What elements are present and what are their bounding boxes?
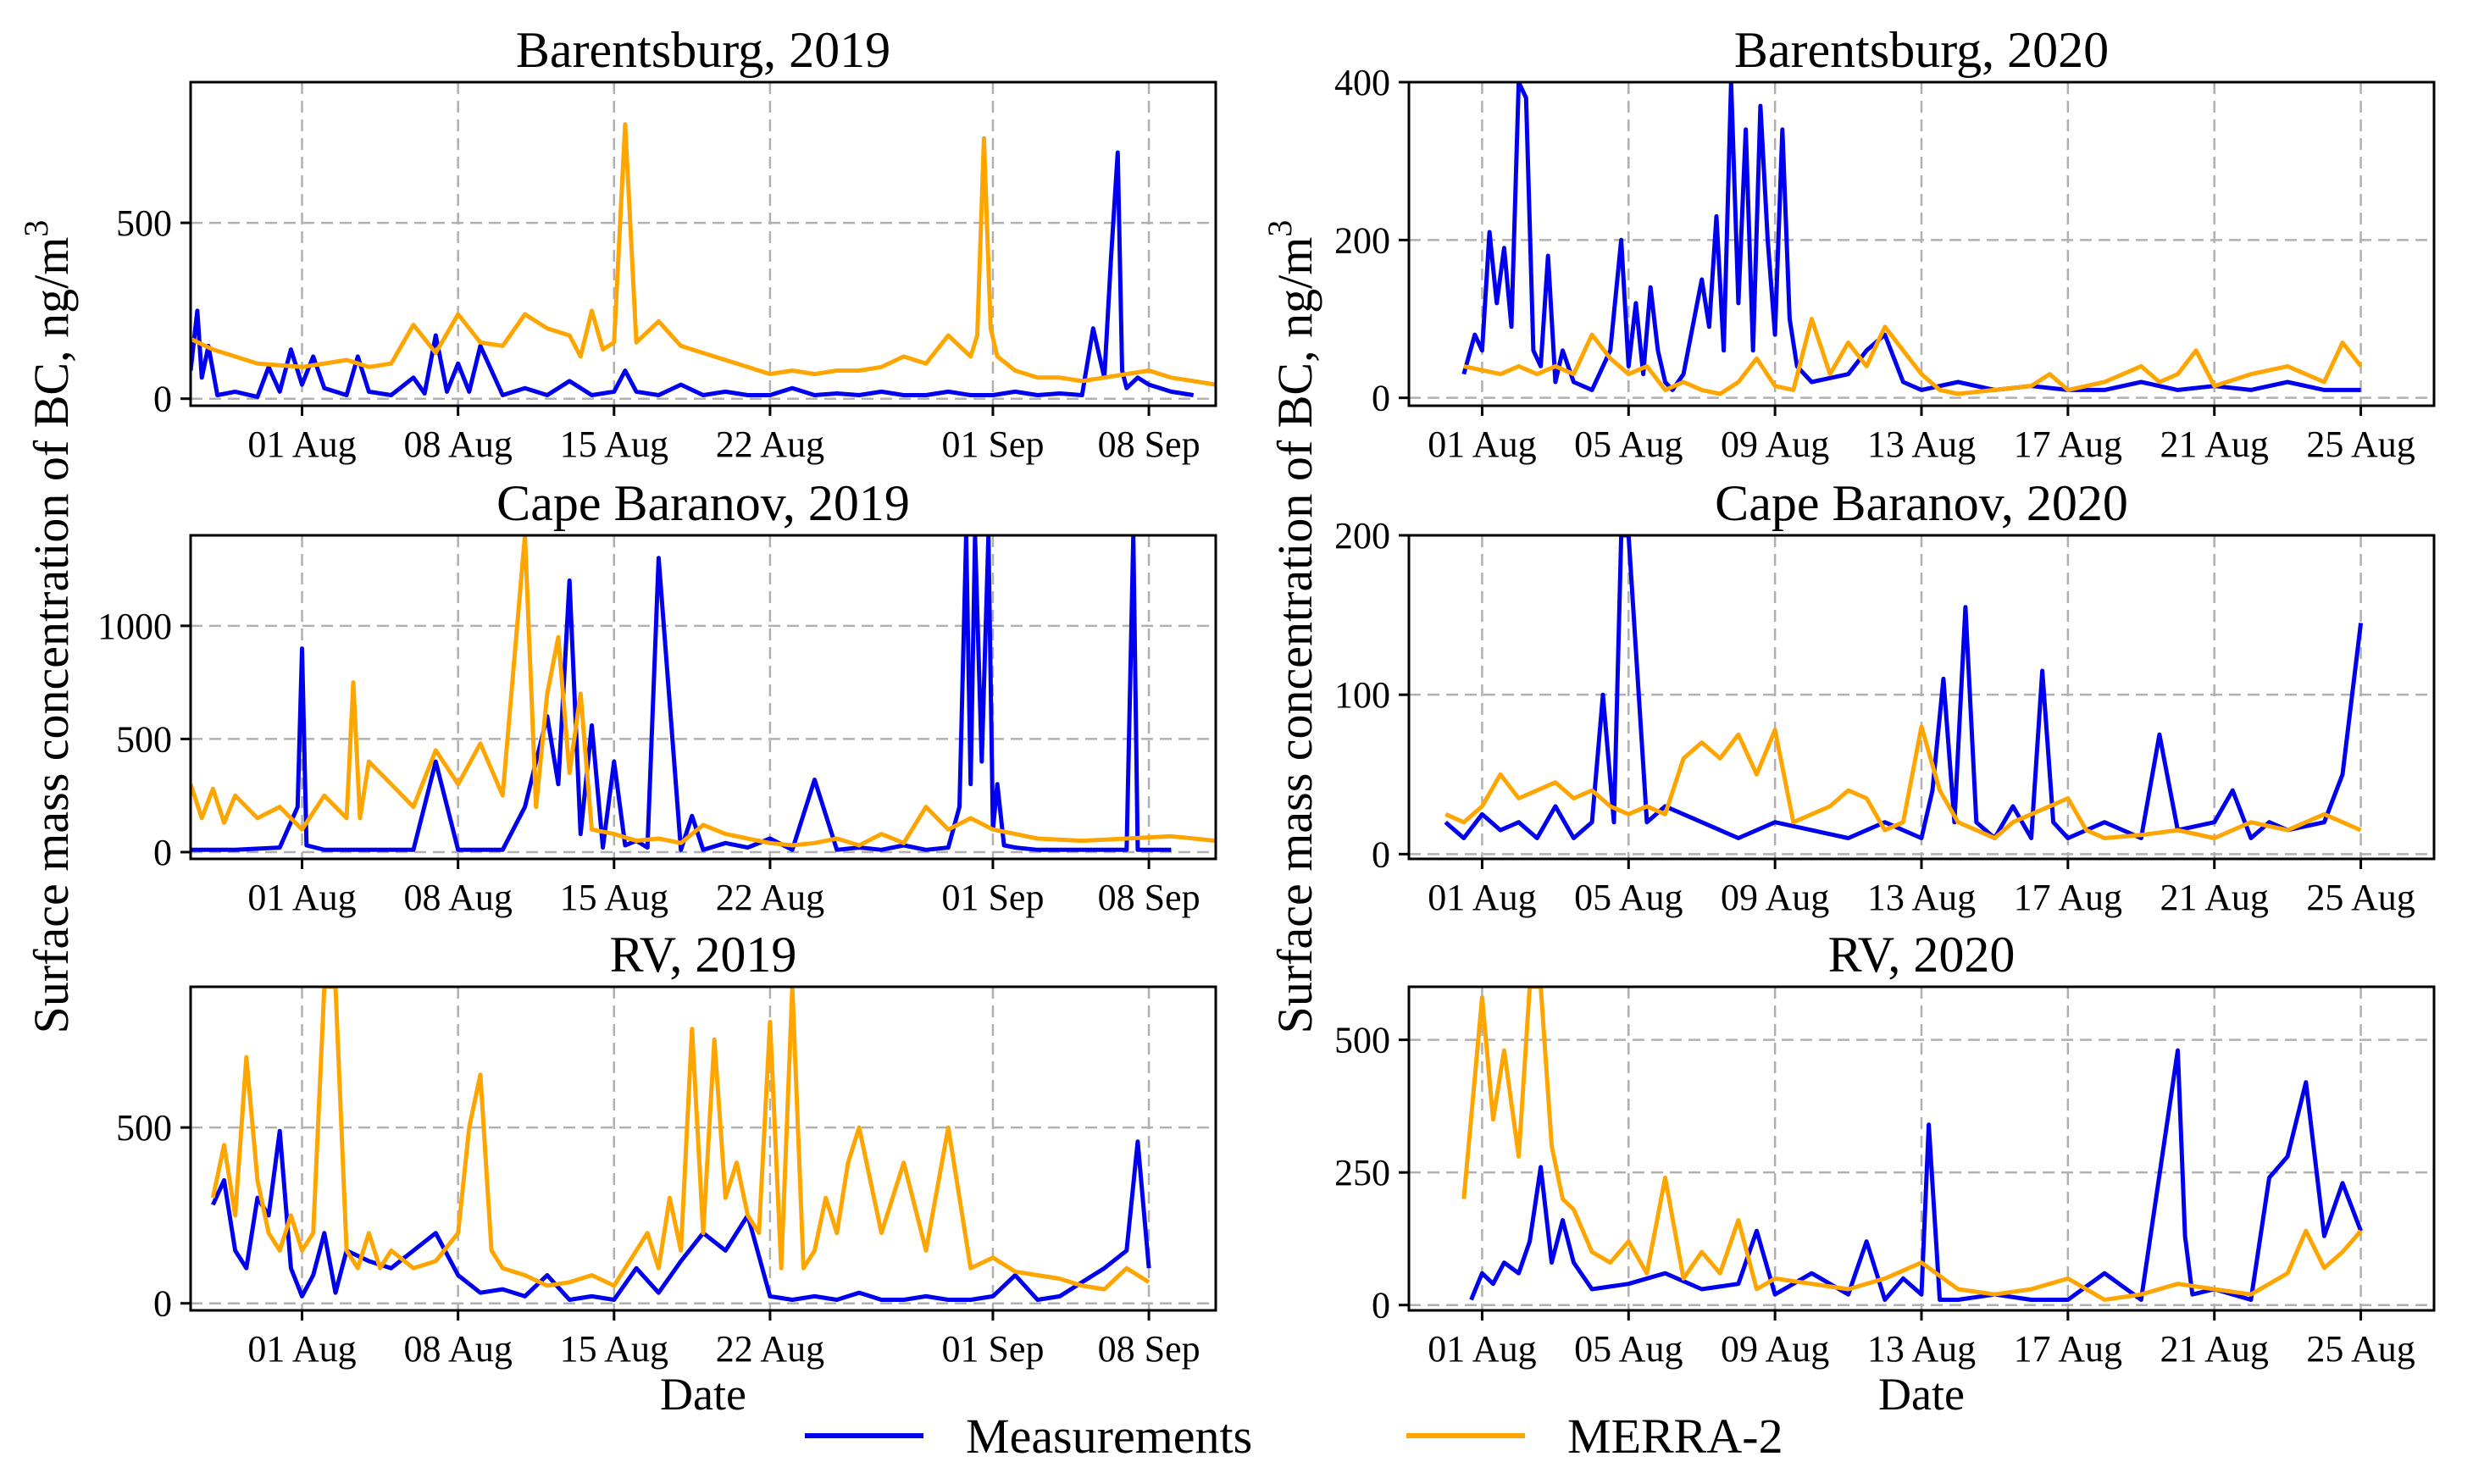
panel-barentsburg-2019-series-merra-2 [191, 122, 1216, 387]
panel-barentsburg-2019-ytick-label-1: 500 [116, 202, 172, 244]
panel-barentsburg-2020-ytick-label-1: 200 [1334, 219, 1390, 261]
panel-cape-baranov-2020-series-merra-2 [1444, 724, 2362, 840]
panel-rv-2020-ytick-label-2: 500 [1334, 1020, 1390, 1061]
panel-barentsburg-2020-series-merra-2 [1463, 317, 2363, 396]
panel-cape-baranov-2019-xtick-label-4: 01 Sep [941, 877, 1044, 918]
panel-cape-baranov-2019-xtick-label-0: 01 Aug [247, 877, 356, 918]
panel-barentsburg-2020-xtick-label-1: 05 Aug [1574, 424, 1683, 465]
panel-rv-2019-xtick-label-4: 01 Sep [941, 1328, 1044, 1370]
panel-rv-2020-xtick-label-5: 21 Aug [2160, 1328, 2269, 1370]
panel-cape-baranov-2020-xtick-label-5: 21 Aug [2160, 877, 2269, 918]
figure-ylabel-right: Surface mass concentration of BC, ng/m3 [1261, 220, 1322, 1034]
panel-barentsburg-2019-xtick-label-2: 15 Aug [560, 424, 668, 465]
panel-rv-2020-xtick-label-6: 25 Aug [2306, 1328, 2415, 1370]
panel-cape-baranov-2019-ytick-label-0: 0 [153, 832, 172, 873]
panel-rv-2019-xtick-label-1: 08 Aug [403, 1328, 512, 1370]
panel-barentsburg-2020-xtick-label-3: 13 Aug [1867, 424, 1976, 465]
panel-cape-baranov-2020-title: Cape Baranov, 2020 [1715, 475, 2128, 531]
panel-rv-2020-title: RV, 2020 [1828, 927, 2016, 983]
panel-rv-2019-xtick-label-5: 08 Sep [1098, 1328, 1200, 1370]
legend: Measurements MERRA-2 [805, 1409, 1783, 1464]
panel-cape-baranov-2020-xtick-label-2: 09 Aug [1721, 877, 1829, 918]
panel-rv-2019-xtick-label-0: 01 Aug [247, 1328, 356, 1370]
panel-barentsburg-2020-xtick-label-6: 25 Aug [2306, 424, 2415, 465]
panel-rv-2019-ytick-label-0: 0 [153, 1283, 172, 1325]
panel-barentsburg-2019-title: Barentsburg, 2019 [516, 22, 890, 78]
panel-rv-2019: 01 Aug 08 Aug 15 Aug 22 Aug 01 Sep 08 Sep 0 500… [116, 927, 1217, 1370]
panel-cape-baranov-2019-series-merra-2 [191, 535, 1216, 848]
panel-cape-baranov-2020-xtick-label-0: 01 Aug [1428, 877, 1536, 918]
panel-cape-baranov-2019-xtick-label-2: 15 Aug [560, 877, 668, 918]
panel-rv-2020-xtick-label-2: 09 Aug [1721, 1328, 1829, 1370]
panel-cape-baranov-2019-series-measurements [191, 535, 1172, 852]
panel-cape-baranov-2020-xtick-label-3: 13 Aug [1867, 877, 1976, 918]
figure-ylabel: Surface mass concentration of BC, ng/m3 [17, 220, 79, 1034]
panel-barentsburg-2020-xtick-label-5: 21 Aug [2160, 424, 2269, 465]
panel-cape-baranov-2019-xtick-label-5: 08 Sep [1098, 877, 1200, 918]
panel-barentsburg-2019: 01 Aug 08 Aug 15 Aug 22 Aug 01 Sep 08 Sep 0 500… [116, 22, 1217, 465]
panel-rv-2020-xtick-label-1: 05 Aug [1574, 1328, 1683, 1370]
panel-cape-baranov-2020-xtick-label-1: 05 Aug [1574, 877, 1683, 918]
panel-rv-2019-xtick-label-3: 22 Aug [716, 1328, 824, 1370]
panel-rv-2020-ytick-label-0: 0 [1372, 1285, 1390, 1326]
panel-cape-baranov-2020: 01 Aug 05 Aug 09 Aug 13 Aug 17 Aug 21 Aug 25 A… [1334, 475, 2436, 918]
panel-barentsburg-2020-xtick-label-0: 01 Aug [1428, 424, 1536, 465]
panel-barentsburg-2019-xtick-label-3: 22 Aug [716, 424, 824, 465]
panel-cape-baranov-2019: 01 Aug 08 Aug 15 Aug 22 Aug 01 Sep 08 Sep 0 500… [97, 475, 1217, 918]
panel-rv-2020: 01 Aug 05 Aug 09 Aug 13 Aug 17 Aug 21 Aug 25 A… [1334, 927, 2436, 1370]
panel-cape-baranov-2019-ytick-label-1: 500 [116, 718, 172, 760]
panel-cape-baranov-2020-xtick-label-4: 17 Aug [2014, 877, 2122, 918]
panel-rv-2019-ytick-label-1: 500 [116, 1107, 172, 1149]
panel-barentsburg-2020-title: Barentsburg, 2020 [1734, 22, 2109, 78]
panel-rv-2019-xtick-label-2: 15 Aug [560, 1328, 668, 1370]
xlabel-date-left: Date [660, 1369, 746, 1420]
panel-barentsburg-2019-ytick-label-0: 0 [153, 379, 172, 420]
panel-barentsburg-2019-xtick-label-4: 01 Sep [941, 424, 1044, 465]
panel-rv-2019-series-measurements [211, 1128, 1151, 1302]
panel-rv-2020-ytick-label-1: 250 [1334, 1152, 1390, 1193]
panel-cape-baranov-2019-frame [189, 534, 1217, 861]
figure-ylabel-right-superscript: 3 [1261, 220, 1299, 237]
panel-barentsburg-2020-xtick-label-2: 09 Aug [1721, 424, 1829, 465]
panels-layer: 01 Aug 08 Aug 15 Aug 22 Aug 01 Sep 08 Sep 0 500… [97, 22, 2436, 1420]
figure-ylabel-superscript: 3 [17, 220, 55, 237]
panel-barentsburg-2019-series-measurements [191, 150, 1195, 400]
panel-rv-2020-xtick-label-0: 01 Aug [1428, 1328, 1536, 1370]
panel-rv-2020-series-merra-2 [1461, 987, 2363, 1302]
panel-cape-baranov-2020-ytick-label-1: 100 [1334, 674, 1390, 716]
panel-cape-baranov-2020-xtick-label-6: 25 Aug [2306, 877, 2415, 918]
panel-cape-baranov-2019-xtick-label-1: 08 Aug [403, 877, 512, 918]
panel-barentsburg-2020: 01 Aug 05 Aug 09 Aug 13 Aug 17 Aug 21 Aug 25 A… [1334, 22, 2436, 465]
panel-rv-2020-xtick-label-4: 17 Aug [2014, 1328, 2122, 1370]
panel-barentsburg-2019-xtick-label-1: 08 Aug [403, 424, 512, 465]
panel-cape-baranov-2020-series-measurements [1444, 535, 2364, 840]
legend-label-measurements: Measurements [966, 1409, 1252, 1464]
panel-barentsburg-2020-xtick-label-4: 17 Aug [2014, 424, 2122, 465]
panel-rv-2019-frame [189, 985, 1217, 1312]
panel-cape-baranov-2019-title: Cape Baranov, 2019 [496, 475, 910, 531]
xlabel-date-right: Date [1878, 1369, 1965, 1420]
panel-rv-2020-xtick-label-3: 13 Aug [1867, 1328, 1976, 1370]
panel-rv-2019-series-merra-2 [210, 987, 1151, 1292]
panel-barentsburg-2020-ytick-label-0: 0 [1372, 378, 1390, 419]
panel-barentsburg-2019-xtick-label-0: 01 Aug [247, 424, 356, 465]
panel-cape-baranov-2019-xtick-label-3: 22 Aug [716, 877, 824, 918]
panel-cape-baranov-2020-ytick-label-0: 0 [1372, 833, 1390, 875]
panel-rv-2020-series-measurements [1469, 1048, 2363, 1302]
legend-label-merra2: MERRA-2 [1567, 1409, 1783, 1464]
panel-barentsburg-2019-frame [189, 80, 1217, 407]
panel-barentsburg-2019-xtick-label-5: 08 Sep [1098, 424, 1200, 465]
panel-cape-baranov-2019-ytick-label-2: 1000 [97, 606, 172, 647]
panel-barentsburg-2020-ytick-label-2: 400 [1334, 62, 1390, 103]
panel-cape-baranov-2020-ytick-label-2: 200 [1334, 515, 1390, 556]
panel-rv-2019-title: RV, 2019 [610, 927, 797, 983]
